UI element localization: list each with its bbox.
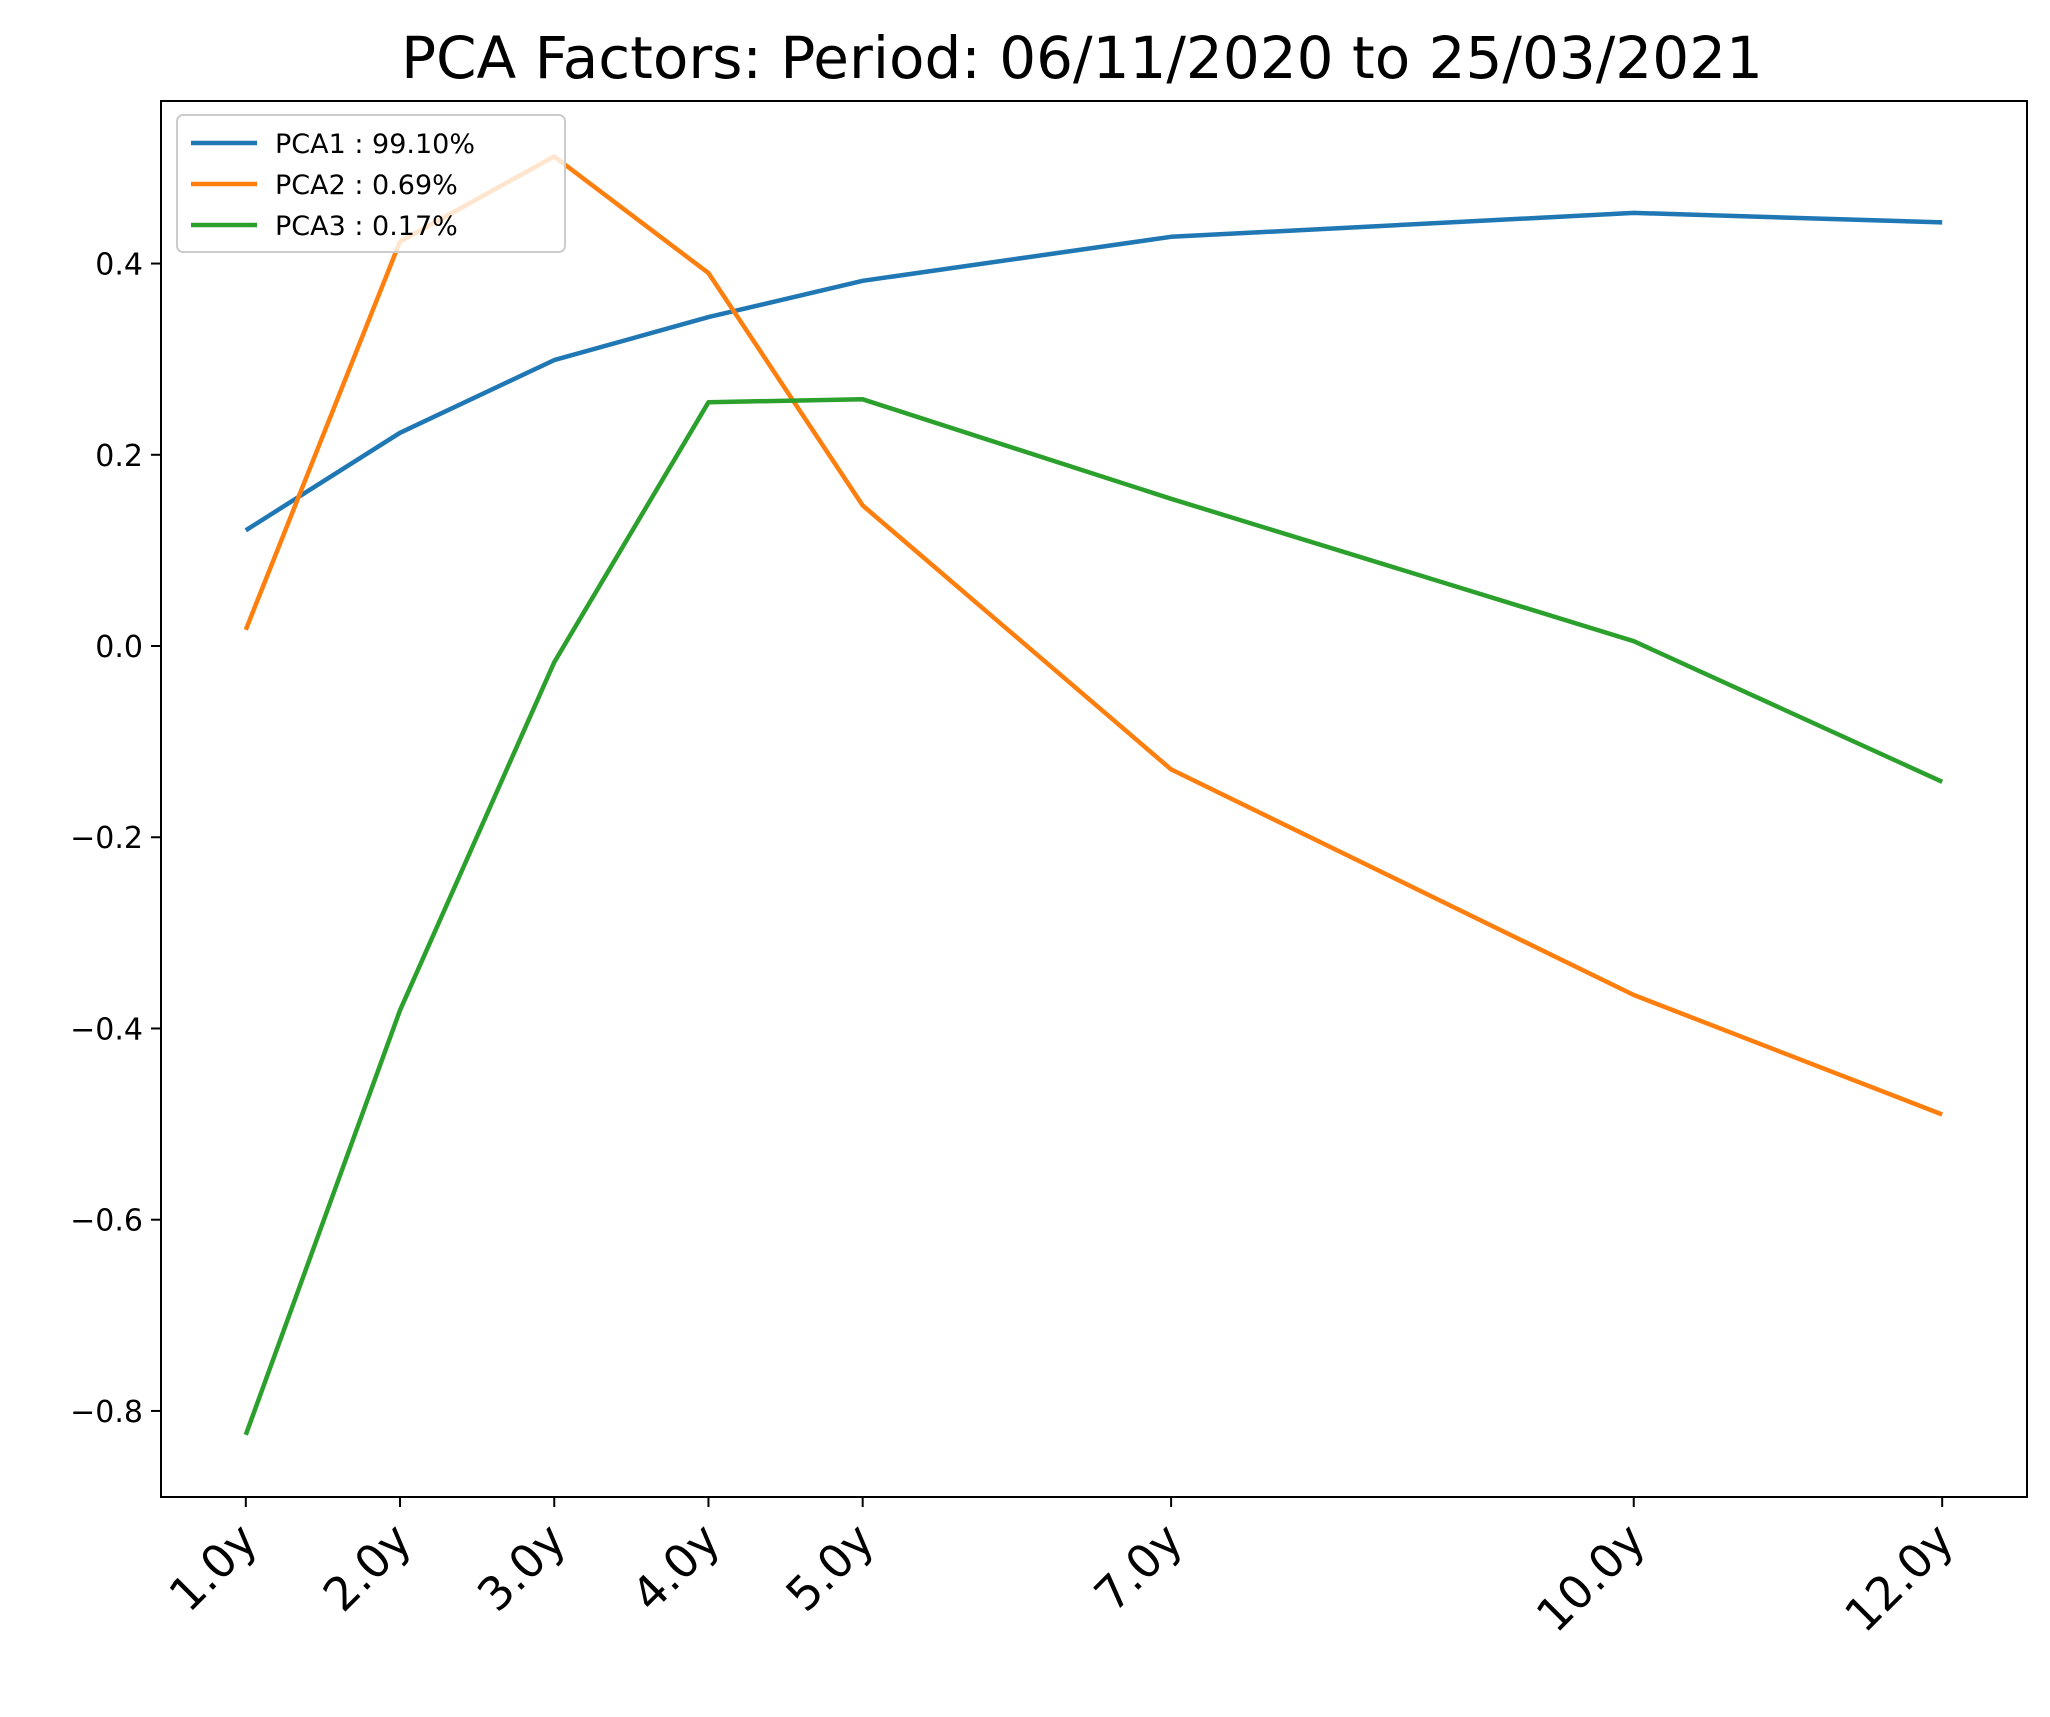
y-axis: −0.8 −0.6 −0.4 −0.2 0.0 0.2 0.4 [70,248,161,1430]
x-tick-label: 1.0y [158,1513,267,1622]
legend-label: PCA2 : 0.69% [275,170,458,201]
x-tick-label: 2.0y [313,1513,422,1622]
x-tick-label: 7.0y [1084,1513,1193,1622]
series-line-pca2 [243,154,1944,1117]
series-lines [243,154,1944,1436]
series-line-pca1 [244,210,1943,533]
y-tick-label: −0.8 [70,1395,143,1430]
y-tick-label: −0.6 [70,1204,143,1239]
legend-box [176,114,566,253]
legend-label: PCA3 : 0.17% [275,211,458,242]
legend-label: PCA1 : 99.10% [275,129,475,160]
plot-frame [160,100,2028,1498]
y-tick-label: 0.2 [95,439,143,474]
y-tick-label: 0.4 [95,248,143,283]
series-line-pca3 [243,397,1944,1436]
legend: PCA1 : 99.10% PCA2 : 0.69% PCA3 : 0.17% [176,114,566,253]
x-tick-label: 10.0y [1526,1513,1656,1643]
x-axis: 1.0y 2.0y 3.0y 4.0y 5.0y 7.0y 10.0y 12.0y [158,1497,1964,1642]
y-tick-label: −0.4 [70,1012,143,1047]
y-tick-label: −0.2 [70,821,143,856]
y-tick-label: 0.0 [95,630,143,665]
x-tick-label: 5.0y [775,1513,884,1622]
x-tick-label: 3.0y [467,1513,576,1622]
chart-title: PCA Factors: Period: 06/11/2020 to 25/03… [401,24,1763,92]
x-tick-label: 12.0y [1834,1513,1964,1643]
x-tick-label: 4.0y [621,1513,730,1622]
